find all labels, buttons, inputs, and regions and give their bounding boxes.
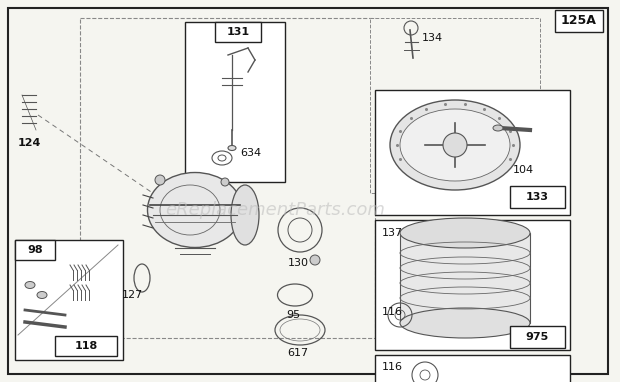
Text: 617: 617 <box>288 348 309 358</box>
Bar <box>375 90 570 215</box>
Ellipse shape <box>493 125 503 131</box>
Bar <box>185 22 285 182</box>
Bar <box>15 240 55 260</box>
Text: 104: 104 <box>513 165 534 175</box>
Ellipse shape <box>231 185 259 245</box>
Bar <box>370 18 540 193</box>
Ellipse shape <box>400 218 530 248</box>
Ellipse shape <box>228 146 236 151</box>
Bar <box>215 22 261 42</box>
Text: 125A: 125A <box>561 15 597 28</box>
Bar <box>55 336 117 356</box>
Ellipse shape <box>148 173 242 248</box>
Text: eReplacementParts.com: eReplacementParts.com <box>165 201 385 219</box>
Ellipse shape <box>37 291 47 298</box>
Text: 130: 130 <box>288 258 309 268</box>
Bar <box>15 240 123 360</box>
Bar <box>400 233 530 323</box>
Text: 95: 95 <box>286 310 300 320</box>
Text: 134: 134 <box>422 33 443 43</box>
Circle shape <box>221 178 229 186</box>
Ellipse shape <box>400 109 510 181</box>
Text: 634: 634 <box>240 148 261 158</box>
Text: 127: 127 <box>122 290 143 300</box>
Text: 124: 124 <box>18 138 42 148</box>
Bar <box>375 220 570 350</box>
Ellipse shape <box>25 282 35 288</box>
Circle shape <box>443 133 467 157</box>
Text: 118: 118 <box>74 341 97 351</box>
Circle shape <box>155 175 165 185</box>
Text: 116: 116 <box>382 307 403 317</box>
Ellipse shape <box>390 100 520 190</box>
Bar <box>375 355 570 382</box>
Circle shape <box>310 255 320 265</box>
Bar <box>555 10 603 32</box>
Bar <box>80 18 375 338</box>
Text: 137: 137 <box>382 228 403 238</box>
Text: 133: 133 <box>526 192 549 202</box>
Bar <box>510 186 565 208</box>
Bar <box>510 326 565 348</box>
Text: 131: 131 <box>226 27 250 37</box>
Text: 116: 116 <box>382 362 403 372</box>
Ellipse shape <box>400 308 530 338</box>
Text: 98: 98 <box>27 245 43 255</box>
Text: 975: 975 <box>526 332 549 342</box>
